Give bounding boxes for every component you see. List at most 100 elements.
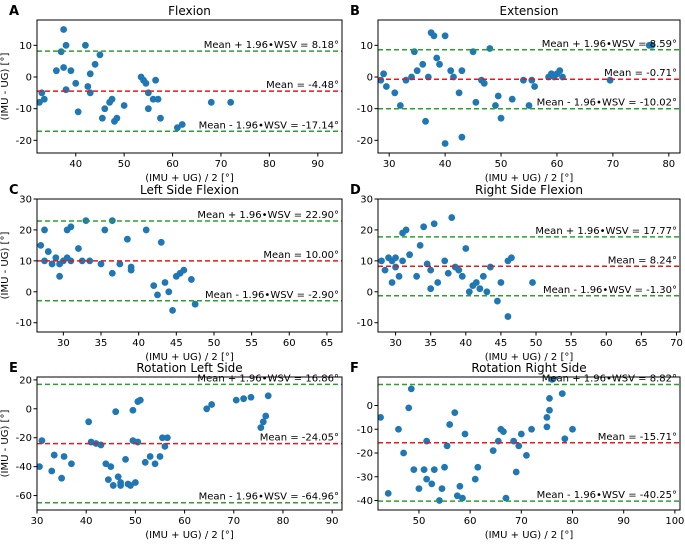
- y-tick-label: 10: [360, 256, 373, 267]
- x-axis-label: (IMU + UG) / 2 [°]: [145, 530, 234, 541]
- plot-area: [37, 26, 342, 133]
- y-axis-label: (IMU - UG) [°]: [0, 53, 11, 121]
- x-tick-label: 50: [208, 338, 221, 349]
- axes-frame: [377, 19, 681, 154]
- data-point: [396, 102, 404, 109]
- data-point: [459, 494, 466, 502]
- mean-label: Mean = -24.05°: [260, 433, 339, 444]
- data-point: [131, 479, 139, 486]
- lower-loa-label: Mean - 1.96•WSV = -10.02°: [537, 98, 677, 109]
- data-point: [446, 421, 454, 428]
- data-point: [517, 430, 525, 438]
- data-point: [72, 79, 80, 87]
- data-point: [427, 285, 435, 293]
- data-point: [101, 105, 109, 113]
- data-point: [58, 474, 65, 482]
- data-point: [152, 76, 160, 84]
- data-point: [146, 453, 154, 460]
- y-tick-label: -20: [16, 433, 32, 444]
- x-tick-label: 30: [57, 338, 70, 349]
- data-point: [451, 409, 459, 417]
- data-point: [472, 279, 480, 286]
- upper-loa-label: Mean + 1.96•WSV = 8.59°: [542, 39, 677, 50]
- data-point: [161, 279, 169, 286]
- plot-area: [37, 217, 342, 314]
- y-tick-label: 20: [19, 225, 32, 236]
- data-point: [497, 279, 505, 286]
- data-point: [142, 226, 150, 234]
- data-point: [528, 76, 536, 84]
- data-point: [97, 260, 105, 268]
- y-tick-label: -10: [357, 104, 373, 115]
- data-point: [232, 396, 240, 404]
- panel-letter: A: [9, 4, 19, 19]
- data-point: [151, 460, 159, 468]
- data-point: [60, 453, 68, 460]
- x-axis-label: (IMU + UG) / 2 [°]: [145, 173, 234, 184]
- data-point: [85, 418, 93, 426]
- x-tick-label: 55: [565, 338, 578, 349]
- data-point: [508, 254, 515, 262]
- x-tick-label: 60: [551, 159, 564, 170]
- x-tick-label: 90: [617, 516, 630, 527]
- data-point: [159, 434, 166, 442]
- data-point: [75, 245, 82, 252]
- data-point: [107, 463, 115, 471]
- data-point: [413, 67, 421, 75]
- data-point: [102, 460, 110, 468]
- data-point: [395, 425, 402, 433]
- data-point: [169, 306, 176, 314]
- x-tick-label: 60: [464, 516, 477, 527]
- data-point: [423, 475, 431, 483]
- data-point: [259, 418, 267, 426]
- data-point: [400, 449, 407, 457]
- panel-b: Mean + 1.96•WSV = 8.59° Mean = -0.71° Mean…: [350, 4, 681, 184]
- data-point: [91, 60, 99, 68]
- panel-letter: F: [350, 361, 359, 376]
- chart-title: Rotation Right Side: [471, 361, 586, 375]
- y-tick-label: -20: [357, 449, 373, 460]
- data-point: [74, 108, 82, 116]
- x-tick-label: 90: [326, 516, 339, 527]
- x-tick-label: 60: [600, 338, 613, 349]
- data-point: [380, 70, 387, 78]
- x-tick-label: 70: [227, 516, 240, 527]
- y-tick-label: 30: [19, 195, 32, 206]
- y-tick-label: 20: [360, 225, 373, 236]
- data-point: [448, 214, 456, 221]
- y-axis-label: (IMU - UG) [°]: [0, 410, 11, 478]
- data-point: [430, 32, 438, 40]
- data-point: [96, 51, 104, 59]
- data-point: [492, 102, 499, 109]
- x-tick-label: 30: [389, 338, 402, 349]
- y-tick-label: -40: [357, 496, 373, 507]
- data-point: [392, 254, 399, 262]
- data-point: [203, 405, 211, 413]
- y-tick-label: 0: [26, 287, 32, 298]
- data-point: [141, 458, 149, 466]
- data-point: [86, 70, 94, 78]
- y-axis-label: (IMU - UG) [°]: [0, 232, 11, 300]
- data-point: [62, 86, 70, 94]
- panel-letter: E: [9, 361, 18, 376]
- data-point: [556, 67, 564, 75]
- data-point: [191, 300, 199, 308]
- data-point: [116, 260, 124, 268]
- data-point: [500, 428, 507, 436]
- x-tick-label: 80: [662, 159, 675, 170]
- panel-letter: C: [9, 183, 19, 198]
- data-point: [528, 425, 535, 433]
- data-point: [163, 434, 171, 442]
- chart-title: Right Side Flexion: [475, 183, 583, 197]
- data-point: [178, 121, 186, 128]
- y-tick-label: 0: [367, 287, 373, 298]
- x-tick-label: 45: [495, 338, 508, 349]
- x-tick-label: 70: [515, 516, 528, 527]
- data-point: [240, 395, 248, 403]
- data-point: [37, 463, 43, 471]
- data-point: [483, 288, 491, 296]
- data-point: [416, 241, 424, 249]
- data-point: [458, 67, 466, 75]
- data-point: [378, 413, 384, 421]
